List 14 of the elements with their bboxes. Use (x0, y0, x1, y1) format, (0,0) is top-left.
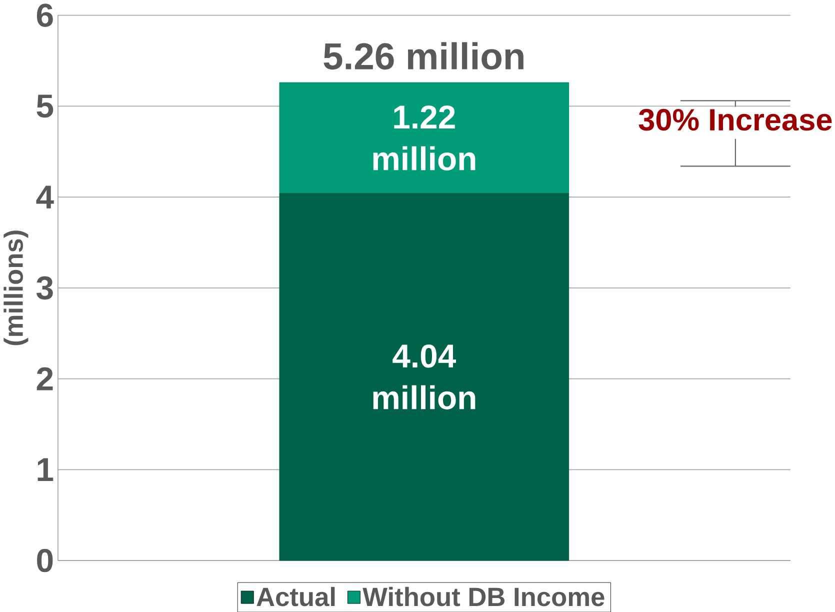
y-tick-label: 5 (36, 94, 54, 118)
y-tick-label: 6 (36, 4, 53, 27)
y-tick-label: 4 (36, 186, 54, 208)
data-label: 1.22 million (373, 105, 476, 170)
y-axis-title: (millions) (4, 230, 28, 345)
total-label: 5.26 million (324, 42, 524, 70)
legend-label: Actual (256, 586, 335, 606)
y-tick-label: 1 (38, 458, 54, 481)
data-label: 4.04 million (373, 344, 476, 410)
y-tick-label: 2 (36, 367, 53, 390)
legend-label: Without DB Income (362, 586, 604, 606)
annotation: 30% Increase (638, 108, 832, 131)
y-tick-label: 0 (37, 548, 53, 572)
y-tick-label: 3 (36, 276, 53, 300)
